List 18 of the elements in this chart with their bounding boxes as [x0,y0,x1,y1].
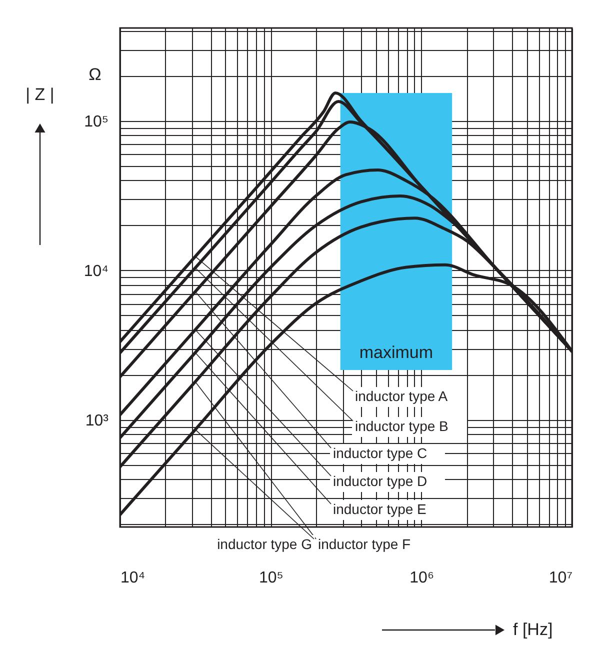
text: inductor type D [333,473,428,489]
text: inductor type G [217,536,312,552]
y-axis-title: | Z | [26,85,54,104]
text: inductor type C [333,445,428,461]
x-tick-label: 10⁵ [258,570,284,586]
x-tick-label: 10⁷ [548,570,573,586]
x-tick-label: 10⁴ [120,570,146,586]
y-tick-label: 10⁵ [84,113,108,130]
text: inductor type B [355,418,448,434]
band-label: maximum [359,343,434,362]
text: Ω [88,65,102,84]
text: inductor type E [333,501,426,517]
text: inductor type F [318,536,411,552]
y-tick-label: 10³ [85,412,110,430]
x-tick-label: 10⁶ [410,570,434,586]
y-tick-label: 10⁴ [84,262,109,280]
text: inductor type A [355,388,448,404]
x-axis-title: f [Hz] [513,620,553,639]
